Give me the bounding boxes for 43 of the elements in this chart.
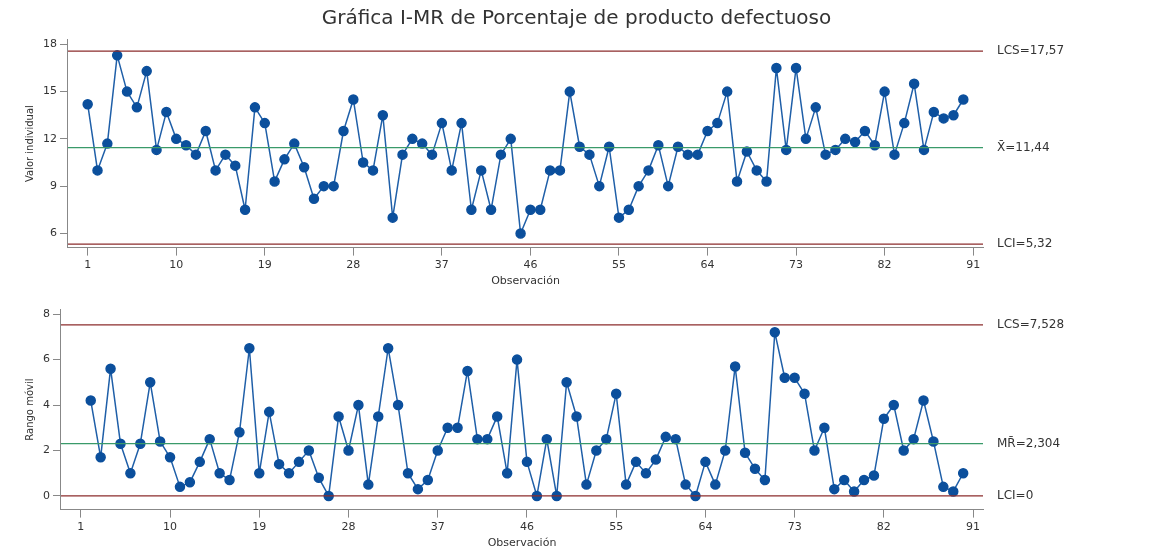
- ref-line-label: X̄=11,44: [997, 139, 1050, 154]
- x-tick-label: 10: [169, 258, 184, 272]
- y-tick-label: 8: [43, 307, 50, 320]
- y-tick-label: 12: [43, 131, 57, 145]
- y-axis-title: Rango móvil: [23, 378, 35, 441]
- y-tick-label: 4: [43, 397, 50, 411]
- ref-line-label: LCS=7,528: [997, 317, 1065, 331]
- x-tick-label: 73: [789, 258, 804, 272]
- x-tick-label: 64: [698, 520, 713, 534]
- x-tick-label: 1: [77, 520, 85, 534]
- x-axis-title: Observación: [487, 536, 557, 550]
- y-axis-title: Valor individual: [23, 105, 35, 183]
- x-tick-label: 64: [700, 258, 715, 272]
- x-tick-label: 91: [966, 258, 981, 272]
- ref-line-label: LCI=0: [997, 488, 1034, 503]
- y-tick-label: 0: [43, 488, 50, 502]
- x-tick-label: 28: [341, 520, 356, 534]
- y-tick-label: 6: [50, 226, 57, 240]
- x-tick-label: 91: [966, 520, 981, 534]
- y-tick-label: 18: [43, 37, 57, 51]
- x-tick-label: 82: [876, 520, 891, 534]
- x-tick-label: 1: [84, 258, 92, 272]
- ref-line-label: LCS=17,57: [997, 43, 1065, 58]
- x-axis-title: Observación: [491, 274, 560, 288]
- x-tick-label: 19: [252, 520, 267, 534]
- y-tick-label: 6: [43, 352, 50, 366]
- x-tick-label: 46: [523, 258, 538, 272]
- x-tick-label: 46: [519, 520, 534, 534]
- y-tick-label: 15: [43, 84, 57, 98]
- x-tick-label: 73: [787, 520, 802, 534]
- y-tick-label: 9: [50, 179, 57, 192]
- x-tick-label: 82: [877, 258, 892, 272]
- x-tick-label: 28: [346, 258, 361, 272]
- x-tick-label: 37: [430, 520, 445, 534]
- x-tick-label: 55: [609, 520, 624, 534]
- x-tick-label: 37: [434, 258, 449, 272]
- x-tick-label: 10: [163, 520, 178, 534]
- x-tick-label: 55: [611, 258, 626, 272]
- ref-line-label: LCI=5,32: [997, 236, 1053, 251]
- y-tick-label: 2: [43, 443, 50, 457]
- ref-line-label: MR̄=2,304: [997, 435, 1061, 450]
- chart-title: Gráfica I-MR de Porcentaje de producto defectuoso: [320, 4, 833, 31]
- x-tick-label: 19: [257, 258, 272, 272]
